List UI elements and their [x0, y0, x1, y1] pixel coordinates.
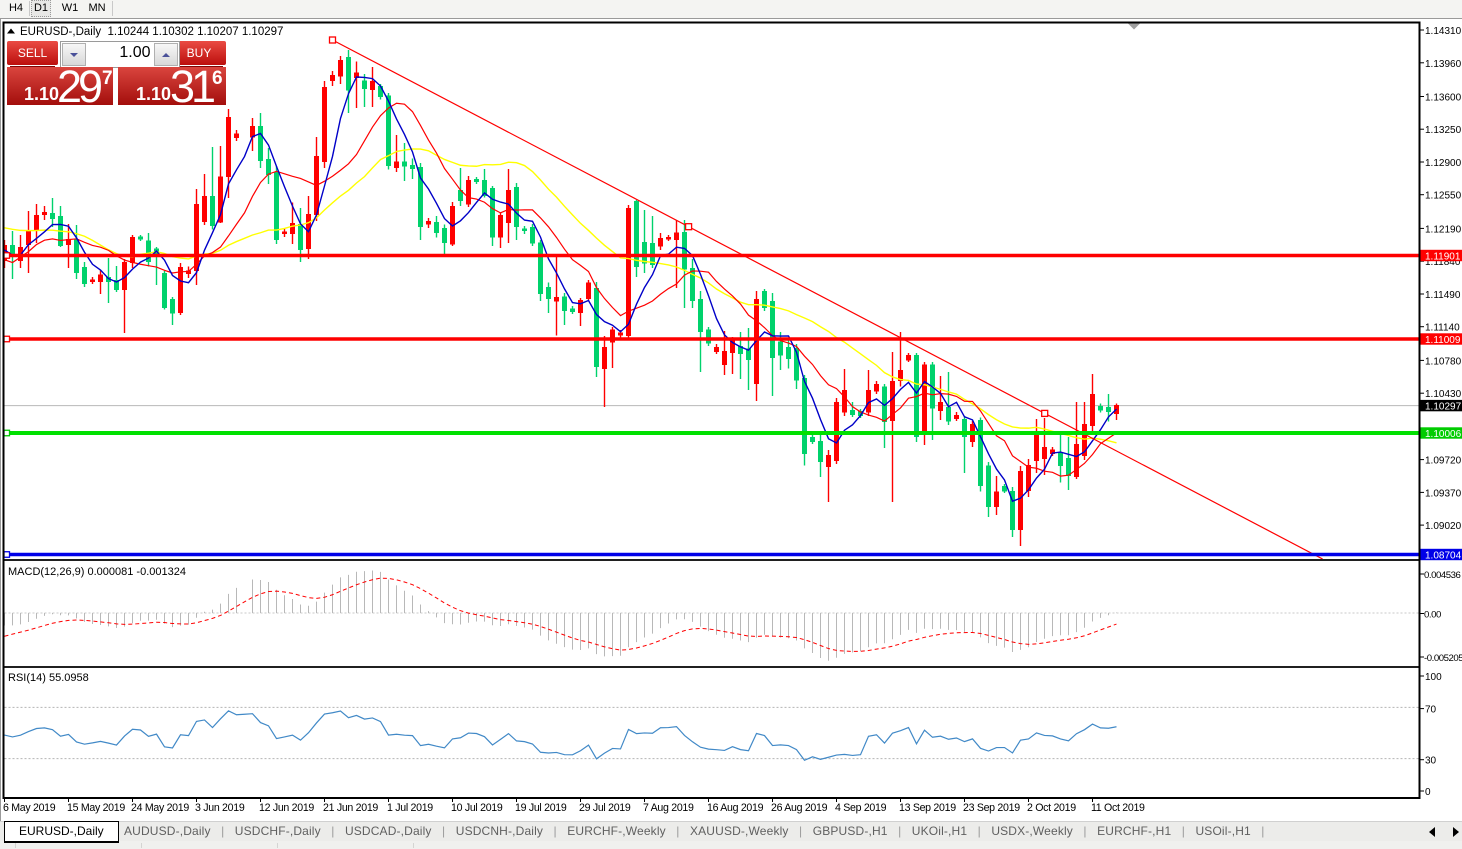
svg-text:7 Aug 2019: 7 Aug 2019 — [643, 802, 694, 814]
svg-text:30: 30 — [1425, 756, 1437, 767]
svg-text:1.10780: 1.10780 — [1425, 356, 1462, 367]
svg-text:100: 100 — [1425, 672, 1442, 683]
svg-text:1.11009: 1.11009 — [1425, 335, 1461, 346]
svg-text:1.10006: 1.10006 — [1425, 429, 1462, 440]
svg-text:0.004536: 0.004536 — [1424, 570, 1461, 581]
svg-text:29 Jul 2019: 29 Jul 2019 — [579, 802, 631, 814]
svg-text:1.11490: 1.11490 — [1425, 290, 1461, 301]
svg-text:EURUSD-,Daily 1.10244 1.10302: EURUSD-,Daily 1.10244 1.10302 1.10207 1.… — [20, 26, 283, 38]
svg-text:RSI(14) 55.0958: RSI(14) 55.0958 — [8, 672, 89, 684]
svg-text:23 Sep 2019: 23 Sep 2019 — [963, 802, 1020, 814]
svg-text:19 Jul 2019: 19 Jul 2019 — [515, 802, 567, 814]
svg-text:1.11140: 1.11140 — [1425, 323, 1460, 334]
svg-text:3 Jun 2019: 3 Jun 2019 — [195, 802, 245, 814]
svg-text:6 May 2019: 6 May 2019 — [3, 802, 56, 814]
svg-text:1 Jul 2019: 1 Jul 2019 — [387, 802, 433, 814]
svg-text:1.10430: 1.10430 — [1425, 389, 1462, 400]
svg-text:1.12190: 1.12190 — [1425, 224, 1462, 235]
svg-text:0: 0 — [1425, 787, 1431, 798]
svg-text:4 Sep 2019: 4 Sep 2019 — [835, 802, 887, 814]
svg-text:1.09720: 1.09720 — [1425, 456, 1462, 467]
svg-text:MACD(12,26,9) 0.000081 -0.0013: MACD(12,26,9) 0.000081 -0.001324 — [8, 566, 186, 578]
svg-text:21 Jun 2019: 21 Jun 2019 — [323, 802, 378, 814]
svg-text:1.13250: 1.13250 — [1425, 125, 1462, 136]
svg-text:1.13600: 1.13600 — [1425, 93, 1462, 104]
svg-text:70: 70 — [1425, 705, 1437, 716]
svg-text:1.13960: 1.13960 — [1425, 59, 1462, 70]
svg-text:0.00: 0.00 — [1424, 610, 1441, 621]
svg-text:1.14310: 1.14310 — [1425, 26, 1462, 37]
svg-text:1.12550: 1.12550 — [1425, 191, 1462, 202]
svg-text:15 May 2019: 15 May 2019 — [67, 802, 125, 814]
svg-text:13 Sep 2019: 13 Sep 2019 — [899, 802, 956, 814]
svg-text:1.12900: 1.12900 — [1425, 158, 1462, 169]
svg-text:1.11840: 1.11840 — [1425, 257, 1461, 268]
svg-text:10 Jul 2019: 10 Jul 2019 — [451, 802, 503, 814]
svg-text:26 Aug 2019: 26 Aug 2019 — [771, 802, 828, 814]
svg-text:12 Jun 2019: 12 Jun 2019 — [259, 802, 314, 814]
svg-text:2 Oct 2019: 2 Oct 2019 — [1027, 802, 1076, 814]
svg-text:16 Aug 2019: 16 Aug 2019 — [707, 802, 764, 814]
svg-text:11 Oct 2019: 11 Oct 2019 — [1091, 802, 1145, 814]
svg-text:1.11901: 1.11901 — [1425, 252, 1461, 263]
svg-text:1.10297: 1.10297 — [1425, 402, 1462, 413]
svg-text:1.08704: 1.08704 — [1425, 551, 1462, 562]
svg-text:-0.005205: -0.005205 — [1424, 653, 1462, 664]
svg-text:24 May 2019: 24 May 2019 — [131, 802, 189, 814]
svg-text:1.09020: 1.09020 — [1425, 521, 1462, 532]
svg-text:1.09370: 1.09370 — [1425, 488, 1462, 499]
